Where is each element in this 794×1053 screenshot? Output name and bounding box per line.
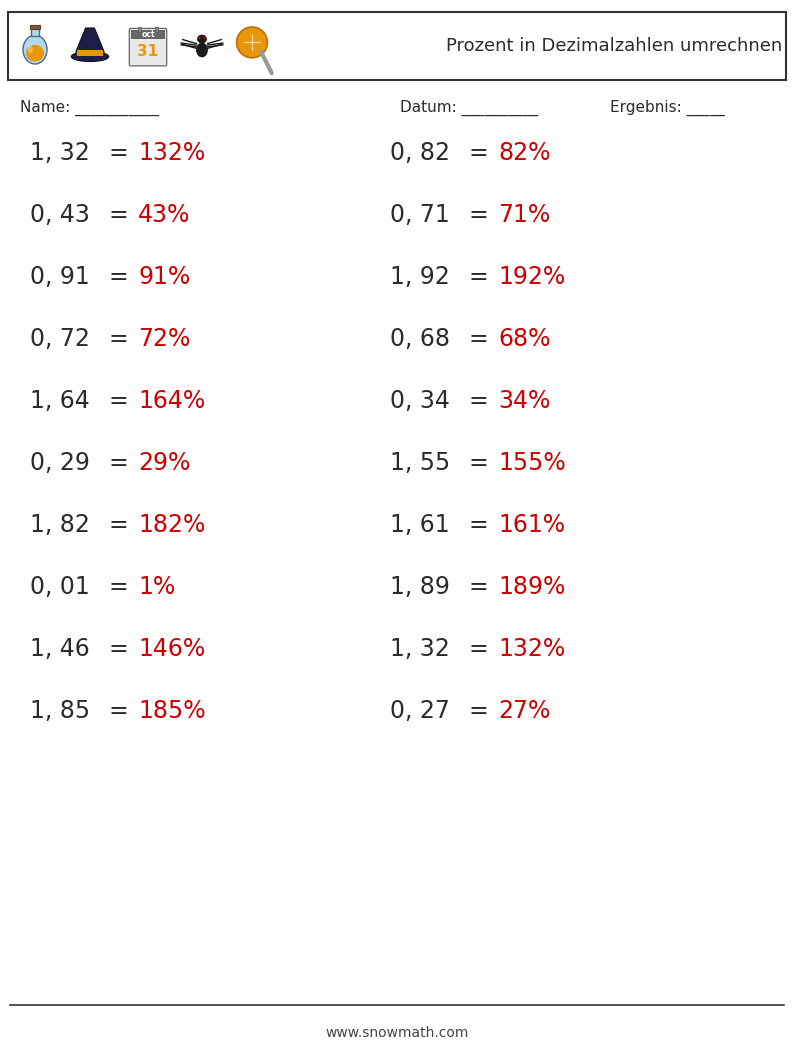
Text: =: =	[108, 637, 128, 661]
Circle shape	[198, 37, 201, 39]
Text: =: =	[468, 575, 488, 599]
Text: =: =	[108, 389, 128, 413]
Text: Name: ___________: Name: ___________	[20, 100, 159, 116]
Circle shape	[237, 27, 268, 58]
Text: Ergebnis: _____: Ergebnis: _____	[610, 100, 725, 116]
Text: =: =	[108, 575, 128, 599]
Text: =: =	[108, 699, 128, 723]
Bar	[8, 12, 786, 80]
Text: 72%: 72%	[138, 327, 191, 351]
Text: 31: 31	[137, 44, 159, 59]
Text: 132%: 132%	[138, 141, 206, 165]
Text: =: =	[468, 141, 488, 165]
Ellipse shape	[71, 52, 109, 61]
Text: 34%: 34%	[498, 389, 550, 413]
Text: 164%: 164%	[138, 389, 206, 413]
Text: =: =	[468, 389, 488, 413]
Text: =: =	[108, 265, 128, 289]
Text: 29%: 29%	[138, 451, 191, 475]
Text: =: =	[108, 327, 128, 351]
Text: 1, 85: 1, 85	[30, 699, 91, 723]
Ellipse shape	[196, 43, 207, 57]
Text: 0, 34: 0, 34	[390, 389, 450, 413]
Text: 185%: 185%	[138, 699, 206, 723]
Text: =: =	[108, 513, 128, 537]
Text: 82%: 82%	[498, 141, 550, 165]
Text: 27%: 27%	[498, 699, 550, 723]
Bar	[138, 27, 141, 33]
Text: 146%: 146%	[138, 637, 206, 661]
Text: =: =	[108, 451, 128, 475]
Text: 0, 27: 0, 27	[390, 699, 450, 723]
Bar	[31, 28, 39, 37]
Ellipse shape	[28, 45, 33, 54]
Text: =: =	[468, 327, 488, 351]
Text: 0, 01: 0, 01	[30, 575, 90, 599]
Text: =: =	[468, 265, 488, 289]
Text: 1, 64: 1, 64	[30, 389, 90, 413]
Bar	[77, 49, 103, 56]
Text: 189%: 189%	[498, 575, 565, 599]
Text: 1, 55: 1, 55	[390, 451, 450, 475]
Text: 1, 32: 1, 32	[30, 141, 90, 165]
Text: Prozent in Dezimalzahlen umrechnen: Prozent in Dezimalzahlen umrechnen	[445, 37, 782, 55]
Bar	[155, 27, 157, 33]
Text: 0, 29: 0, 29	[30, 451, 90, 475]
Text: =: =	[108, 203, 128, 227]
Text: 1, 92: 1, 92	[390, 265, 449, 289]
Ellipse shape	[23, 35, 47, 64]
Polygon shape	[75, 28, 104, 53]
Text: Datum: __________: Datum: __________	[400, 100, 538, 116]
Text: =: =	[468, 513, 488, 537]
Text: =: =	[108, 141, 128, 165]
Text: =: =	[468, 203, 488, 227]
Bar	[131, 29, 165, 39]
Text: oct: oct	[141, 29, 155, 39]
Text: 71%: 71%	[498, 203, 550, 227]
Text: 0, 68: 0, 68	[390, 327, 450, 351]
Text: 1, 46: 1, 46	[30, 637, 90, 661]
Text: =: =	[468, 451, 488, 475]
Text: 0, 82: 0, 82	[390, 141, 450, 165]
Text: =: =	[468, 637, 488, 661]
Text: 1, 82: 1, 82	[30, 513, 90, 537]
Text: 0, 91: 0, 91	[30, 265, 90, 289]
Text: 1, 89: 1, 89	[390, 575, 450, 599]
Text: 1, 61: 1, 61	[390, 513, 449, 537]
Text: 1%: 1%	[138, 575, 175, 599]
Circle shape	[203, 37, 206, 39]
Text: 68%: 68%	[498, 327, 550, 351]
Text: 155%: 155%	[498, 451, 566, 475]
FancyBboxPatch shape	[129, 28, 167, 66]
Text: 192%: 192%	[498, 265, 565, 289]
Text: =: =	[468, 699, 488, 723]
Text: 43%: 43%	[138, 203, 191, 227]
Text: 0, 43: 0, 43	[30, 203, 90, 227]
Ellipse shape	[198, 35, 206, 43]
Text: 132%: 132%	[498, 637, 565, 661]
Text: 161%: 161%	[498, 513, 565, 537]
Text: 182%: 182%	[138, 513, 206, 537]
Text: 0, 71: 0, 71	[390, 203, 449, 227]
Text: 0, 72: 0, 72	[30, 327, 90, 351]
Text: 1, 32: 1, 32	[390, 637, 449, 661]
Bar	[30, 25, 40, 29]
Ellipse shape	[26, 45, 44, 61]
Text: www.snowmath.com: www.snowmath.com	[326, 1026, 468, 1040]
Text: 91%: 91%	[138, 265, 191, 289]
